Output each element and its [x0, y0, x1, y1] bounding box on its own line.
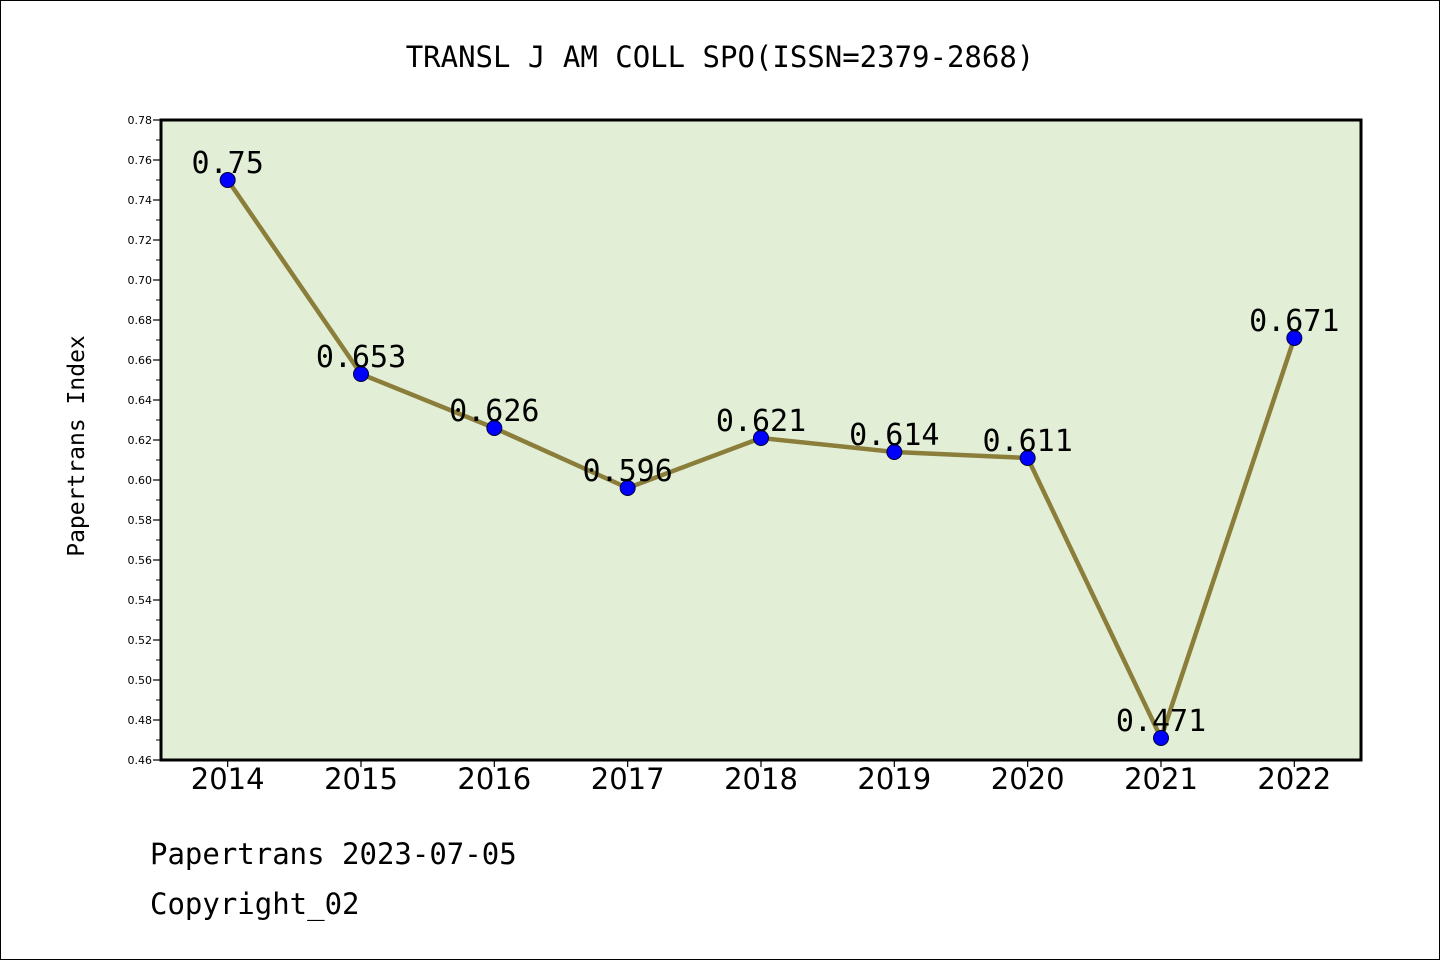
y-tick-label: 0.74: [128, 194, 153, 207]
data-point: [1286, 330, 1303, 346]
y-tick-label: 0.46: [128, 754, 153, 767]
x-tick-label: 2019: [857, 762, 931, 796]
x-tick-label: 2017: [591, 762, 665, 796]
data-labels: 0.75 0.653 0.626 0.596 0.621 0.614 0.611 0.471 0…: [192, 146, 1340, 739]
data-label: 0.653: [316, 340, 406, 375]
data-label: 0.611: [983, 424, 1073, 459]
y-tick-label: 0.76: [128, 154, 153, 167]
data-label: 0.596: [583, 454, 673, 489]
data-point: [886, 444, 903, 460]
y-tick-label: 0.58: [128, 514, 153, 527]
y-tick-label: 0.52: [128, 634, 153, 647]
y-axis: 0.46 0.48 0.50 0.52 0.54 0.56 0.58 0.60 0.62 0.64…: [128, 114, 161, 767]
data-point: [619, 480, 636, 496]
y-tick-label: 0.70: [128, 274, 153, 287]
data-point: [753, 430, 769, 446]
data-label: 0.626: [449, 394, 539, 429]
data-label: 0.471: [1116, 704, 1206, 739]
x-axis: 2014 2015 2016 2017 2018 2019 2020 2021 2022: [191, 760, 1331, 796]
x-tick-label: 2018: [724, 762, 798, 796]
x-tick-label: 2016: [457, 762, 531, 796]
footer-date: Papertrans 2023-07-05: [150, 837, 517, 871]
series-markers: [219, 172, 1303, 746]
y-tick-label: 0.66: [128, 354, 153, 367]
y-tick-label: 0.62: [128, 434, 153, 447]
data-point: [353, 366, 369, 382]
x-tick-label: 2015: [324, 762, 398, 796]
data-label: 0.614: [849, 418, 939, 453]
y-tick-label: 0.48: [128, 714, 153, 727]
y-tick-label: 0.68: [128, 314, 153, 327]
plot-border: [159, 118, 1363, 762]
y-tick-label: 0.56: [128, 554, 153, 567]
y-axis-label: Papertrans Index: [64, 335, 90, 557]
data-label: 0.671: [1249, 304, 1339, 339]
y-tick-label: 0.60: [128, 474, 153, 487]
data-label: 0.621: [716, 404, 806, 439]
data-point: [1153, 730, 1169, 746]
x-tick-label: 2021: [1124, 762, 1198, 796]
data-point: [1019, 450, 1036, 466]
y-tick-label: 0.54: [128, 594, 153, 607]
y-tick-label: 0.72: [128, 234, 153, 247]
x-tick-label: 2020: [991, 762, 1065, 796]
y-tick-label: 0.64: [128, 394, 153, 407]
x-tick-label: 2014: [191, 762, 265, 796]
data-label: 0.75: [192, 146, 264, 181]
y-tick-label: 0.78: [128, 114, 153, 127]
y-tick-label: 0.50: [128, 674, 153, 687]
data-point: [486, 420, 503, 436]
data-point: [219, 172, 236, 188]
chart-title: TRANSL J AM COLL SPO(ISSN=2379-2868): [406, 40, 1035, 74]
footer-copyright: Copyright_02: [150, 887, 360, 922]
x-tick-label: 2022: [1257, 762, 1331, 796]
